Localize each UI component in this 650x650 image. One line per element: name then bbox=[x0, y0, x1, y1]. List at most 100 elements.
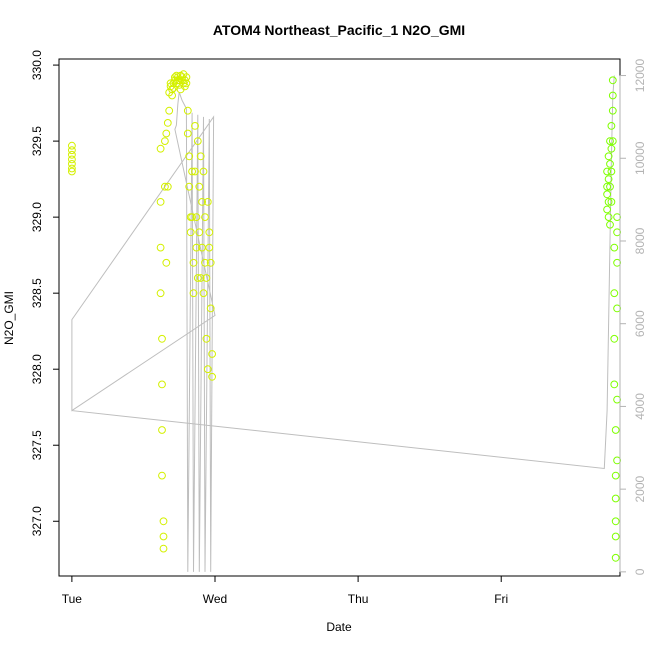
data-point bbox=[604, 152, 613, 161]
data-point bbox=[608, 137, 617, 146]
data-point bbox=[603, 190, 611, 199]
data-point bbox=[196, 274, 205, 282]
y-tick-label: 327.0 bbox=[30, 506, 44, 536]
data-point bbox=[603, 205, 611, 214]
data-point bbox=[201, 258, 209, 267]
data-point bbox=[203, 198, 212, 206]
y-tick-label: 327.5 bbox=[30, 430, 44, 460]
data-point bbox=[156, 198, 165, 206]
data-point bbox=[199, 289, 208, 298]
data-point bbox=[208, 350, 217, 358]
y2-tick-label: 0 bbox=[633, 568, 647, 575]
data-point bbox=[192, 243, 201, 252]
x-tick-label: Fri bbox=[494, 592, 508, 606]
y2-tick-label: 8000 bbox=[633, 227, 647, 254]
right-y-axis: 0 2000 4000 6000 8000 10000 12000 bbox=[619, 59, 647, 575]
data-point bbox=[205, 243, 214, 252]
data-point bbox=[192, 213, 201, 222]
data-point bbox=[193, 137, 202, 146]
data-point bbox=[159, 517, 168, 526]
y2-tick-label: 6000 bbox=[633, 310, 647, 337]
data-point bbox=[158, 380, 166, 389]
y2-tick-label: 2000 bbox=[633, 475, 647, 502]
data-point bbox=[183, 106, 192, 115]
data-point bbox=[608, 106, 617, 115]
data-point bbox=[202, 334, 211, 343]
data-point bbox=[606, 220, 614, 229]
data-point bbox=[606, 137, 614, 146]
data-point bbox=[196, 152, 205, 161]
data-point bbox=[68, 164, 76, 173]
data-point bbox=[68, 160, 76, 168]
data-point bbox=[156, 289, 165, 298]
y-tick-label: 328.5 bbox=[30, 278, 44, 308]
data-point bbox=[156, 144, 165, 153]
data-point bbox=[198, 198, 207, 206]
data-point bbox=[188, 213, 197, 222]
data-point bbox=[68, 146, 76, 155]
data-point bbox=[193, 274, 202, 282]
data-point bbox=[604, 213, 613, 222]
y2-tick-label: 4000 bbox=[633, 393, 647, 420]
data-point bbox=[163, 119, 172, 127]
data-point bbox=[159, 532, 168, 541]
data-point bbox=[202, 274, 211, 282]
altitude-line bbox=[71, 75, 615, 572]
data-point bbox=[195, 182, 204, 191]
data-point bbox=[603, 167, 611, 176]
data-point bbox=[195, 228, 204, 237]
data-point bbox=[158, 426, 166, 434]
data-point bbox=[607, 198, 616, 206]
y2-tick-label: 10000 bbox=[633, 141, 647, 175]
data-point bbox=[158, 334, 166, 343]
data-point bbox=[607, 122, 616, 130]
data-point bbox=[201, 213, 209, 222]
data-point bbox=[606, 182, 614, 191]
data-point bbox=[611, 553, 620, 562]
data-point bbox=[610, 289, 619, 298]
data-point bbox=[159, 544, 168, 553]
left-y-axis: 327.0 327.5 328.0 328.5 329.0 329.5 330.0 bbox=[30, 50, 60, 536]
y-axis-label: N2O_GMI bbox=[2, 291, 16, 345]
data-point bbox=[205, 228, 214, 237]
data-point bbox=[168, 91, 177, 100]
y-tick-label: 330.0 bbox=[30, 50, 44, 80]
data-point bbox=[186, 228, 195, 237]
data-point bbox=[199, 167, 208, 176]
data-point bbox=[611, 426, 620, 434]
data-point bbox=[611, 532, 620, 541]
data-point bbox=[611, 517, 620, 526]
data-point bbox=[206, 258, 215, 267]
data-point bbox=[604, 198, 613, 206]
data-point bbox=[610, 334, 619, 343]
data-point bbox=[604, 175, 613, 184]
data-point bbox=[189, 289, 198, 298]
data-point bbox=[607, 144, 616, 153]
data-point bbox=[163, 182, 172, 191]
data-point bbox=[161, 137, 169, 146]
data-point bbox=[610, 380, 619, 389]
data-point bbox=[183, 129, 192, 138]
y-tick-label: 329.0 bbox=[30, 202, 44, 232]
altitude-line-layer bbox=[71, 75, 615, 572]
data-point bbox=[68, 150, 76, 159]
data-point bbox=[206, 304, 215, 313]
data-point bbox=[165, 106, 174, 115]
x-tick-label: Tue bbox=[62, 592, 83, 606]
data-point bbox=[162, 258, 171, 267]
data-point bbox=[158, 471, 166, 480]
data-point bbox=[606, 160, 614, 168]
data-point bbox=[607, 167, 616, 176]
y-tick-label: 329.5 bbox=[30, 126, 44, 156]
data-point bbox=[188, 167, 197, 176]
data-point bbox=[208, 372, 217, 381]
data-point bbox=[185, 152, 194, 161]
data-point bbox=[185, 182, 194, 191]
data-point bbox=[611, 471, 620, 480]
data-point bbox=[610, 243, 619, 252]
data-point bbox=[203, 365, 212, 374]
data-point bbox=[182, 73, 191, 82]
chart-title: ATOM4 Northeast_Pacific_1 N2O_GMI bbox=[213, 22, 465, 38]
